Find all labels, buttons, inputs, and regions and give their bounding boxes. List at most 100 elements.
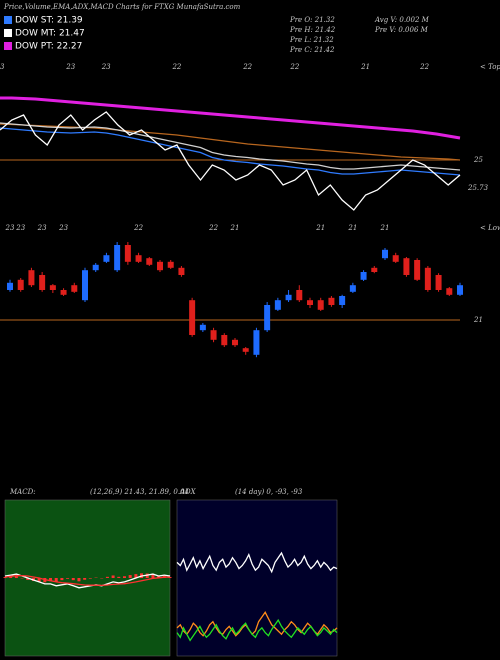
- info: Pre C: 21.42: [289, 46, 335, 54]
- histogram-bar: [71, 578, 75, 581]
- histogram-bar: [88, 578, 92, 579]
- info: Pre O: 21.32: [289, 16, 335, 24]
- candle-body: [157, 261, 163, 271]
- x-tick-label: 23: [0, 63, 5, 71]
- candle-body: [114, 245, 121, 271]
- histogram-bar: [145, 573, 149, 578]
- x-tick-label: 22: [208, 224, 218, 232]
- legend-label: DOW MT: 21.47: [15, 29, 85, 39]
- x-tick-label: 23: [101, 63, 111, 71]
- candle-body: [210, 330, 217, 340]
- histogram-bar: [105, 576, 109, 578]
- candle-body: [39, 275, 46, 290]
- candle-body: [307, 300, 313, 305]
- histogram-bar: [111, 575, 115, 578]
- candle-body: [167, 261, 174, 268]
- histogram-bar: [77, 578, 81, 582]
- candle-body: [71, 285, 78, 292]
- candle-body: [49, 285, 56, 290]
- histogram-bar: [151, 573, 155, 578]
- histogram-bar: [3, 577, 7, 578]
- candle-body: [189, 300, 196, 335]
- annotation: 25.73: [467, 184, 489, 192]
- candle-body: [17, 279, 24, 290]
- legend-label: DOW PT: 22.27: [15, 42, 82, 52]
- x-tick-label: 21: [347, 224, 357, 232]
- x-tick-label: 22: [133, 224, 143, 232]
- candle-body: [339, 296, 346, 305]
- x-tick-label: 22: [419, 63, 429, 71]
- histogram-bar: [14, 576, 18, 578]
- candle-body: [28, 270, 35, 286]
- panel-background: [4, 499, 171, 657]
- candle-body: [435, 275, 442, 290]
- candle-body: [221, 335, 228, 346]
- candle-body: [360, 272, 367, 280]
- candle-body: [328, 297, 335, 305]
- x-tick-label: 23: [58, 224, 68, 232]
- legend-swatch: [4, 16, 12, 24]
- candle-body: [317, 300, 324, 310]
- candle-body: [135, 255, 142, 262]
- candle-body: [264, 305, 271, 331]
- candle-body: [414, 260, 421, 280]
- histogram-bar: [128, 575, 132, 578]
- candle-body: [199, 324, 206, 331]
- series-line: [4, 573, 171, 589]
- series-line: [4, 575, 171, 587]
- legend: DOW ST: 21.39 DOW MT: 21.47 DOW PT: 22.27: [4, 16, 85, 52]
- info: Pre V: 0.006 M: [374, 26, 429, 34]
- x-tick-label: 22: [171, 63, 181, 71]
- candle-body: [232, 339, 238, 346]
- candle-body: [403, 258, 410, 275]
- x-tick-label: 21: [360, 63, 370, 71]
- legend-swatch: [4, 29, 12, 37]
- chart-title: Price,Volume,EMA,ADX,MACD Charts for FTX…: [3, 3, 241, 11]
- x-tick-label: 21: [315, 224, 325, 232]
- x-tick-label: 23: [37, 224, 47, 232]
- info: Pre L: 21.32: [289, 36, 334, 44]
- histogram-bar: [134, 574, 138, 578]
- info: Pre H: 21.42: [289, 26, 336, 34]
- candle-body: [382, 249, 388, 259]
- series-line: [176, 551, 338, 574]
- panel-background: [176, 499, 338, 657]
- x-tick-label: 21: [230, 224, 240, 232]
- series-line: [0, 122, 461, 171]
- candle-body: [92, 264, 99, 271]
- candle-body: [424, 267, 431, 290]
- candle-body: [371, 267, 378, 272]
- candle-body: [457, 285, 463, 295]
- series-line: [0, 96, 461, 140]
- panel-title: MACD:: [9, 488, 36, 496]
- candle-body: [285, 294, 292, 301]
- histogram-bar: [83, 578, 87, 580]
- info: Avg V: 0.002 M: [374, 16, 430, 24]
- panel-title: ADX: [179, 488, 197, 496]
- histogram-bar: [157, 576, 161, 578]
- histogram-bar: [60, 578, 64, 581]
- candle-body: [103, 255, 110, 262]
- panel-subtitle: (12,26,9) 21.43, 21.89, 0.04: [90, 488, 189, 496]
- series-line: [176, 618, 338, 642]
- x-tick-label: 23: [5, 224, 15, 232]
- series-line: [176, 611, 338, 637]
- series-line: [0, 111, 461, 211]
- candle-body: [296, 290, 303, 301]
- candle-body: [178, 267, 185, 275]
- histogram-bar: [66, 578, 70, 579]
- candle-body: [146, 258, 153, 265]
- x-tick-label: 22: [289, 63, 299, 71]
- x-tick-label: 22: [242, 63, 252, 71]
- candle-body: [124, 245, 131, 262]
- y-tick-label: 21: [473, 316, 483, 324]
- panel-subtitle: (14 day) 0, -93, -93: [235, 488, 303, 496]
- annotation: < Tops: [480, 63, 500, 71]
- candle-body: [82, 270, 88, 301]
- histogram-bar: [37, 578, 41, 582]
- annotation: < Lows: [480, 224, 500, 232]
- candle-body: [253, 330, 260, 355]
- candle-body: [7, 282, 13, 290]
